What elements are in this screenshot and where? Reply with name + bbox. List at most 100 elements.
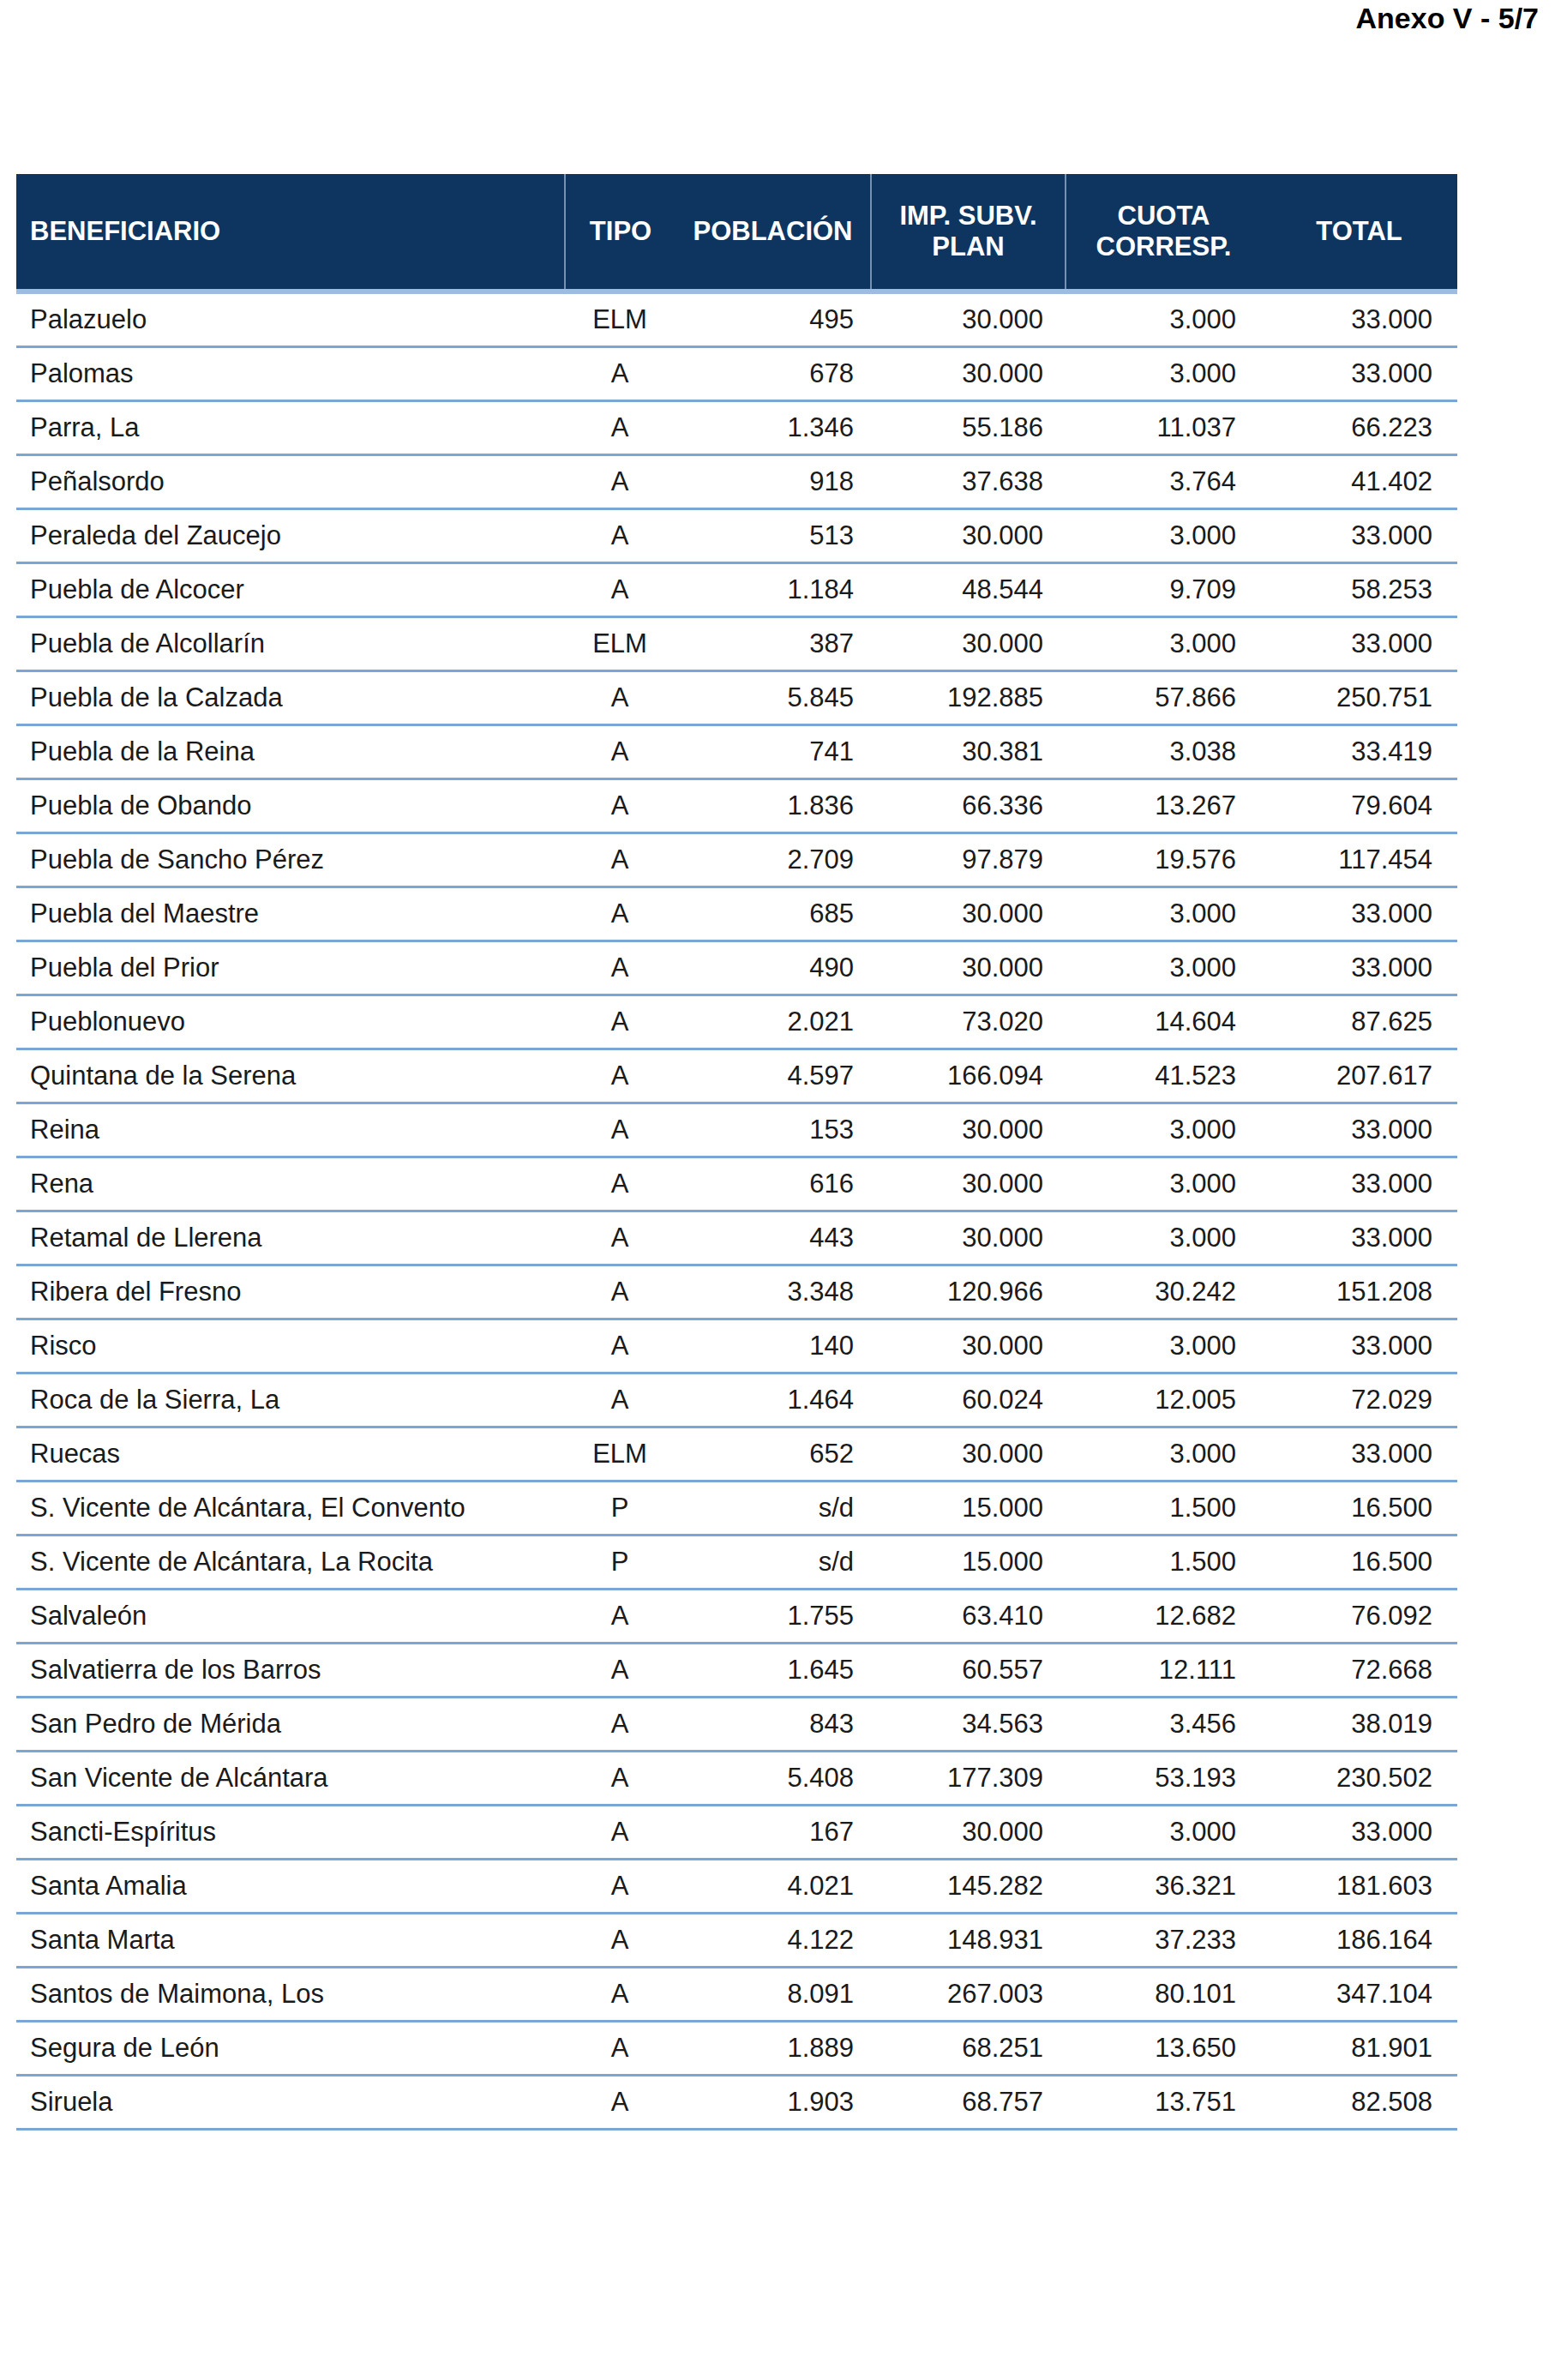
poblacion-cell: s/d — [675, 1493, 870, 1524]
table-row: Risco A 140 30.000 3.000 33.000 — [16, 1320, 1457, 1374]
cuota-cell: 3.000 — [1065, 899, 1261, 929]
total-cell: 33.000 — [1261, 1817, 1457, 1848]
tipo-cell: A — [564, 466, 675, 497]
table-row: San Pedro de Mérida A 843 34.563 3.456 3… — [16, 1698, 1457, 1752]
tipo-cell: A — [564, 1169, 675, 1199]
cuota-cell: 3.000 — [1065, 304, 1261, 335]
table-row: Palomas A 678 30.000 3.000 33.000 — [16, 348, 1457, 402]
tipo-cell: A — [564, 953, 675, 983]
beneficiario-cell: San Pedro de Mérida — [16, 1709, 564, 1740]
tipo-cell: A — [564, 2087, 675, 2118]
table-row: Peraleda del Zaucejo A 513 30.000 3.000 … — [16, 510, 1457, 564]
table-row: Puebla de la Reina A 741 30.381 3.038 33… — [16, 726, 1457, 780]
tipo-cell: A — [564, 1277, 675, 1307]
tipo-cell: A — [564, 1655, 675, 1686]
tipo-cell: A — [564, 1925, 675, 1956]
poblacion-cell: 1.836 — [675, 790, 870, 821]
table-row: Puebla de Alcocer A 1.184 48.544 9.709 5… — [16, 564, 1457, 618]
table-header-row: BENEFICIARIO TIPO POBLACIÓN IMP. SUBV. P… — [16, 174, 1457, 294]
table-row: Puebla de Obando A 1.836 66.336 13.267 7… — [16, 780, 1457, 834]
tipo-cell: ELM — [564, 1439, 675, 1469]
total-cell: 38.019 — [1261, 1709, 1457, 1740]
imp-subv-cell: 66.336 — [870, 790, 1065, 821]
poblacion-cell: 3.348 — [675, 1277, 870, 1307]
beneficiario-cell: Puebla del Maestre — [16, 899, 564, 929]
beneficiario-cell: S. Vicente de Alcántara, La Rocita — [16, 1547, 564, 1578]
beneficiario-cell: Salvaleón — [16, 1601, 564, 1632]
beneficiario-cell: Palomas — [16, 358, 564, 389]
document-page: { "page": { "annex_label": "Anexo V - 5/… — [0, 0, 1561, 2380]
table-row: Rena A 616 30.000 3.000 33.000 — [16, 1158, 1457, 1212]
table-row: Segura de León A 1.889 68.251 13.650 81.… — [16, 2022, 1457, 2076]
tipo-cell: ELM — [564, 628, 675, 659]
total-cell: 16.500 — [1261, 1493, 1457, 1524]
tipo-cell: A — [564, 1709, 675, 1740]
imp-subv-cell: 267.003 — [870, 1979, 1065, 2010]
tipo-cell: A — [564, 1007, 675, 1037]
imp-subv-cell: 30.000 — [870, 899, 1065, 929]
imp-subv-cell: 63.410 — [870, 1601, 1065, 1632]
imp-subv-cell: 30.000 — [870, 520, 1065, 551]
total-cell: 66.223 — [1261, 412, 1457, 443]
poblacion-cell: 616 — [675, 1169, 870, 1199]
cuota-cell: 12.005 — [1065, 1385, 1261, 1415]
total-cell: 33.000 — [1261, 1169, 1457, 1199]
total-cell: 33.000 — [1261, 1115, 1457, 1145]
tipo-cell: A — [564, 1331, 675, 1361]
imp-subv-cell: 30.000 — [870, 1223, 1065, 1253]
table-row: Ribera del Fresno A 3.348 120.966 30.242… — [16, 1266, 1457, 1320]
cuota-cell: 3.456 — [1065, 1709, 1261, 1740]
tipo-cell: A — [564, 358, 675, 389]
total-cell: 181.603 — [1261, 1871, 1457, 1902]
poblacion-cell: 741 — [675, 736, 870, 767]
tipo-cell: A — [564, 1601, 675, 1632]
table-row: Sancti-Espíritus A 167 30.000 3.000 33.0… — [16, 1806, 1457, 1860]
cuota-cell: 3.000 — [1065, 1115, 1261, 1145]
beneficiario-cell: Roca de la Sierra, La — [16, 1385, 564, 1415]
total-cell: 33.000 — [1261, 1439, 1457, 1469]
poblacion-cell: 5.845 — [675, 682, 870, 713]
poblacion-cell: 685 — [675, 899, 870, 929]
imp-subv-cell: 148.931 — [870, 1925, 1065, 1956]
cuota-cell: 1.500 — [1065, 1493, 1261, 1524]
tipo-cell: A — [564, 520, 675, 551]
poblacion-cell: 1.903 — [675, 2087, 870, 2118]
imp-subv-cell: 68.757 — [870, 2087, 1065, 2118]
cuota-cell: 9.709 — [1065, 574, 1261, 605]
imp-subv-cell: 73.020 — [870, 1007, 1065, 1037]
cuota-cell: 14.604 — [1065, 1007, 1261, 1037]
tipo-cell: A — [564, 1871, 675, 1902]
total-cell: 82.508 — [1261, 2087, 1457, 2118]
imp-subv-cell: 30.381 — [870, 736, 1065, 767]
poblacion-cell: 167 — [675, 1817, 870, 1848]
beneficiaries-table: BENEFICIARIO TIPO POBLACIÓN IMP. SUBV. P… — [16, 174, 1457, 2131]
total-cell: 33.000 — [1261, 1223, 1457, 1253]
cuota-cell: 3.000 — [1065, 1439, 1261, 1469]
table-row: Peñalsordo A 918 37.638 3.764 41.402 — [16, 456, 1457, 510]
total-cell: 33.000 — [1261, 899, 1457, 929]
cuota-cell: 11.037 — [1065, 412, 1261, 443]
tipo-cell: A — [564, 1223, 675, 1253]
poblacion-cell: 2.021 — [675, 1007, 870, 1037]
total-cell: 16.500 — [1261, 1547, 1457, 1578]
imp-subv-cell: 30.000 — [870, 304, 1065, 335]
total-cell: 72.668 — [1261, 1655, 1457, 1686]
tipo-cell: A — [564, 574, 675, 605]
cuota-cell: 3.000 — [1065, 953, 1261, 983]
table-row: Santa Marta A 4.122 148.931 37.233 186.1… — [16, 1914, 1457, 1968]
total-cell: 33.419 — [1261, 736, 1457, 767]
tipo-cell: A — [564, 736, 675, 767]
tipo-cell: P — [564, 1547, 675, 1578]
total-cell: 33.000 — [1261, 304, 1457, 335]
table-row: Salvatierra de los Barros A 1.645 60.557… — [16, 1644, 1457, 1698]
beneficiario-cell: Puebla de Obando — [16, 790, 564, 821]
tipo-cell: A — [564, 682, 675, 713]
poblacion-cell: 4.597 — [675, 1061, 870, 1091]
tipo-cell: A — [564, 790, 675, 821]
cuota-cell: 41.523 — [1065, 1061, 1261, 1091]
tipo-cell: A — [564, 844, 675, 875]
imp-subv-cell: 120.966 — [870, 1277, 1065, 1307]
poblacion-cell: 495 — [675, 304, 870, 335]
column-header-total: TOTAL — [1261, 174, 1457, 289]
tipo-cell: A — [564, 1763, 675, 1794]
